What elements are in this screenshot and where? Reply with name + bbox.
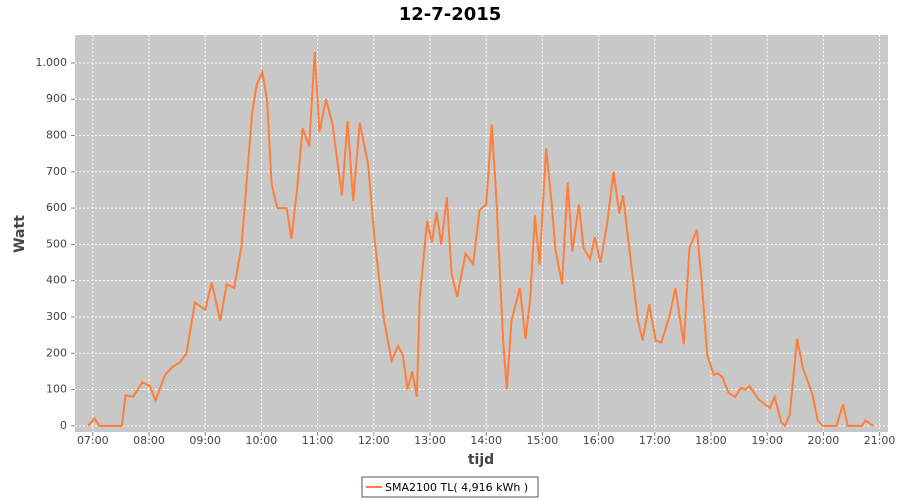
x-tick-label: 14:00 <box>470 434 502 447</box>
y-axis-label: Watt <box>12 215 28 253</box>
x-tick-label: 17:00 <box>639 434 671 447</box>
x-tick-label: 07:00 <box>77 434 109 447</box>
x-tick-label: 11:00 <box>302 434 334 447</box>
x-tick-label: 21:00 <box>864 434 896 447</box>
x-tick-label: 19:00 <box>751 434 783 447</box>
x-tick-label: 09:00 <box>189 434 221 447</box>
x-tick-label: 13:00 <box>414 434 446 447</box>
x-axis-label: tijd <box>468 452 494 468</box>
legend-box <box>361 476 539 498</box>
y-tick-label: 1.000 <box>36 56 68 69</box>
legend-label: SMA2100 TL( 4,916 kWh ) <box>385 481 528 494</box>
y-tick-label: 300 <box>46 310 67 323</box>
y-tick-label: 600 <box>46 201 67 214</box>
y-tick-label: 100 <box>46 383 67 396</box>
y-tick-label: 500 <box>46 237 67 250</box>
y-tick-label: 800 <box>46 129 67 142</box>
series-line <box>87 51 874 428</box>
x-tick-label: 15:00 <box>527 434 559 447</box>
y-tick-label: 200 <box>46 346 67 359</box>
y-tick-label: 400 <box>46 274 67 287</box>
x-tick-label: 12:00 <box>358 434 390 447</box>
y-tick-label: 0 <box>60 419 67 432</box>
x-tick-label: 10:00 <box>246 434 278 447</box>
plot-area <box>75 35 888 432</box>
y-tick-label: 900 <box>46 92 67 105</box>
chart-title: 12-7-2015 <box>399 4 502 25</box>
x-tick-label: 16:00 <box>583 434 615 447</box>
x-tick-label: 18:00 <box>695 434 727 447</box>
y-tick-label: 700 <box>46 165 67 178</box>
x-tick-label: 08:00 <box>133 434 165 447</box>
x-tick-label: 20:00 <box>808 434 840 447</box>
